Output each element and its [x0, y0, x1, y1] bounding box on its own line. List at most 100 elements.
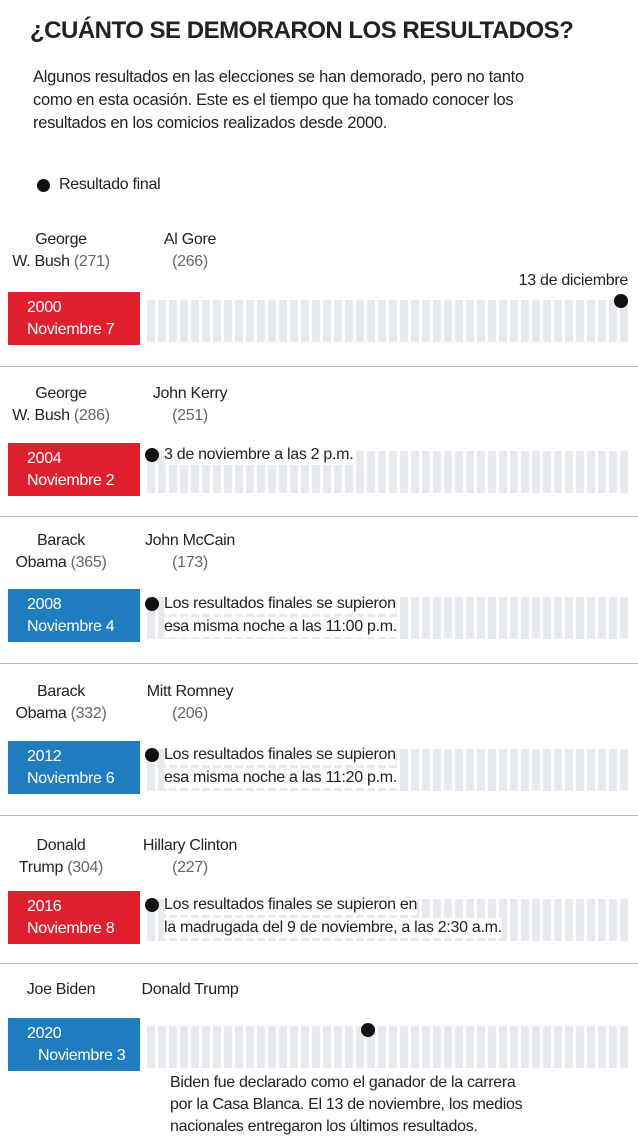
title: ¿CUÁNTO SE DEMORARON LOS RESULTADOS? — [30, 17, 574, 44]
day-stripe — [510, 899, 518, 941]
legend-dot — [37, 179, 50, 192]
day-stripe — [158, 899, 166, 941]
day-stripe — [147, 300, 155, 342]
winner-name-line: George — [35, 385, 87, 402]
day-stripe — [609, 899, 617, 941]
day-stripe — [268, 300, 276, 342]
day-stripe — [279, 451, 287, 493]
date: Noviembre 2 — [27, 472, 115, 489]
winner-votes: (304) — [67, 859, 104, 876]
day-stripe — [147, 749, 155, 791]
year: 2008 — [27, 596, 62, 613]
divider — [0, 366, 638, 367]
day-stripe — [224, 451, 232, 493]
day-stripe — [477, 597, 485, 639]
final-dot — [145, 898, 159, 912]
date: Noviembre 4 — [27, 618, 115, 635]
day-stripe — [532, 899, 540, 941]
day-stripe — [565, 300, 573, 342]
winner-name: Obama (365) — [0, 553, 122, 573]
day-stripe — [400, 300, 408, 342]
day-stripe — [301, 451, 309, 493]
winner-name: George — [0, 384, 122, 404]
day-stripe — [543, 597, 551, 639]
day-stripe — [191, 451, 199, 493]
day-stripe — [510, 749, 518, 791]
day-stripe — [180, 451, 188, 493]
winner-name-line: Barack — [37, 683, 85, 700]
day-stripe — [422, 300, 430, 342]
day-stripe — [169, 451, 177, 493]
day-stripe — [389, 300, 397, 342]
winner-name: Donald — [0, 836, 122, 856]
day-stripe — [268, 451, 276, 493]
election-box — [8, 443, 140, 496]
day-stripe — [587, 899, 595, 941]
date: Noviembre 6 — [27, 770, 115, 787]
day-stripe — [477, 749, 485, 791]
day-stripe — [543, 749, 551, 791]
day-stripe — [565, 597, 573, 639]
day-stripe — [367, 451, 375, 493]
day-stripe — [554, 300, 562, 342]
day-stripe — [620, 451, 628, 493]
day-stripe — [422, 597, 430, 639]
winner-name: W. Bush (271) — [0, 252, 122, 272]
day-stripe — [400, 451, 408, 493]
election-box — [8, 741, 140, 794]
day-stripe — [224, 1026, 232, 1068]
day-stripe — [576, 1026, 584, 1068]
winner-name: Barack — [0, 531, 122, 551]
loser-votes: (206) — [172, 705, 208, 722]
day-stripe — [620, 899, 628, 941]
winner-votes: (365) — [70, 554, 107, 571]
day-stripe — [147, 899, 155, 941]
election-box — [8, 589, 140, 642]
day-stripe — [444, 300, 452, 342]
legend-label: Resultado final — [59, 176, 161, 193]
day-stripe — [576, 451, 584, 493]
day-stripe — [576, 300, 584, 342]
day-stripe — [158, 300, 166, 342]
day-stripe — [598, 300, 606, 342]
final-dot — [614, 294, 628, 308]
day-stripe — [455, 597, 463, 639]
day-stripe — [444, 597, 452, 639]
day-stripe — [532, 749, 540, 791]
day-stripe — [180, 1026, 188, 1068]
day-stripe — [488, 300, 496, 342]
day-stripe — [158, 451, 166, 493]
day-stripe — [367, 300, 375, 342]
day-stripe — [565, 749, 573, 791]
day-stripe — [367, 1026, 375, 1068]
day-stripe — [224, 300, 232, 342]
day-stripe — [235, 300, 243, 342]
loser-votes: (251) — [172, 407, 208, 424]
day-stripe — [466, 749, 474, 791]
loser-votes: (266) — [172, 253, 208, 270]
day-stripe — [620, 749, 628, 791]
day-stripe — [312, 451, 320, 493]
day-stripe — [356, 300, 364, 342]
winner-name-line: W. Bush — [12, 407, 70, 424]
day-stripe — [147, 597, 155, 639]
note-line: la madrugada del 9 de noviembre, a las 2… — [164, 918, 502, 938]
day-stripe — [554, 899, 562, 941]
day-stripe — [521, 899, 529, 941]
day-stripe — [521, 451, 529, 493]
day-stripe — [455, 749, 463, 791]
day-stripe — [323, 451, 331, 493]
winner-name: George — [0, 230, 122, 250]
day-stripe — [477, 300, 485, 342]
day-stripe — [433, 1026, 441, 1068]
day-stripe — [334, 1026, 342, 1068]
day-stripe — [587, 1026, 595, 1068]
day-stripe — [180, 300, 188, 342]
day-stripe — [345, 451, 353, 493]
day-stripe — [532, 1026, 540, 1068]
day-stripe — [378, 451, 386, 493]
day-stripe — [411, 597, 419, 639]
day-stripe — [521, 300, 529, 342]
day-stripe — [598, 899, 606, 941]
day-stripe — [422, 451, 430, 493]
